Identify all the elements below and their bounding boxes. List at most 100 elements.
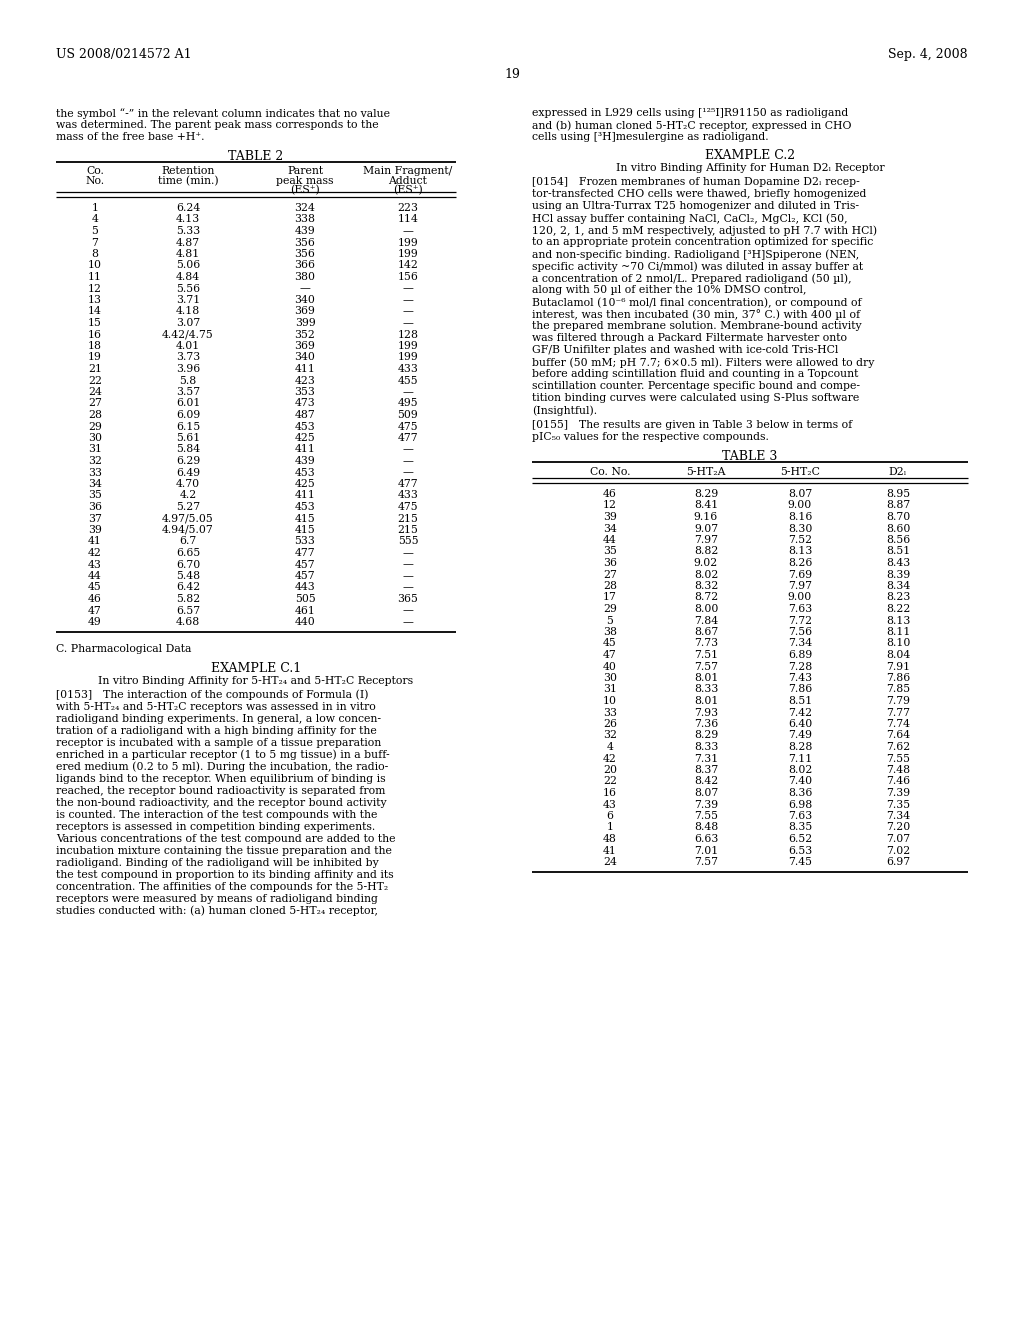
Text: 6.7: 6.7: [179, 536, 197, 546]
Text: 433: 433: [397, 364, 419, 374]
Text: 340: 340: [295, 352, 315, 363]
Text: 7.40: 7.40: [787, 776, 812, 787]
Text: 42: 42: [603, 754, 616, 763]
Text: 6.49: 6.49: [176, 467, 200, 478]
Text: 7.28: 7.28: [787, 661, 812, 672]
Text: In vitro Binding Affinity for Human D2ₗ Receptor: In vitro Binding Affinity for Human D2ₗ …: [615, 162, 885, 173]
Text: peak mass: peak mass: [276, 176, 334, 186]
Text: Butaclamol (10⁻⁶ mol/l final concentration), or compound of: Butaclamol (10⁻⁶ mol/l final concentrati…: [532, 297, 861, 308]
Text: 9.07: 9.07: [694, 524, 718, 533]
Text: 8.82: 8.82: [694, 546, 718, 557]
Text: 27: 27: [603, 569, 616, 579]
Text: 399: 399: [295, 318, 315, 327]
Text: 7.39: 7.39: [886, 788, 910, 799]
Text: 7.77: 7.77: [886, 708, 910, 718]
Text: 475: 475: [397, 502, 419, 512]
Text: —: —: [402, 445, 414, 454]
Text: 4.81: 4.81: [176, 249, 200, 259]
Text: 142: 142: [397, 260, 419, 271]
Text: 29: 29: [88, 421, 102, 432]
Text: 8.33: 8.33: [694, 742, 718, 752]
Text: 5-HT₂C: 5-HT₂C: [780, 467, 820, 477]
Text: 7.91: 7.91: [886, 661, 910, 672]
Text: and non-specific binding. Radioligand [³H]Spiperone (NEN,: and non-specific binding. Radioligand [³…: [532, 249, 859, 260]
Text: 8.56: 8.56: [886, 535, 910, 545]
Text: 8.29: 8.29: [694, 488, 718, 499]
Text: 47: 47: [88, 606, 101, 615]
Text: 41: 41: [88, 536, 102, 546]
Text: —: —: [402, 572, 414, 581]
Text: 4.42/4.75: 4.42/4.75: [162, 330, 214, 339]
Text: GF/B Unifilter plates and washed with ice-cold Tris-HCl: GF/B Unifilter plates and washed with ic…: [532, 345, 839, 355]
Text: before adding scintillation fluid and counting in a Topcount: before adding scintillation fluid and co…: [532, 370, 858, 379]
Text: 4.97/5.05: 4.97/5.05: [162, 513, 214, 524]
Text: 35: 35: [88, 491, 102, 500]
Text: 7.85: 7.85: [886, 685, 910, 694]
Text: 4.13: 4.13: [176, 214, 200, 224]
Text: 369: 369: [295, 306, 315, 317]
Text: 324: 324: [295, 203, 315, 213]
Text: 8.00: 8.00: [694, 605, 718, 614]
Text: 4.18: 4.18: [176, 306, 200, 317]
Text: Retention: Retention: [162, 166, 215, 176]
Text: 8.22: 8.22: [886, 605, 910, 614]
Text: 423: 423: [295, 375, 315, 385]
Text: 38: 38: [603, 627, 617, 638]
Text: 8.51: 8.51: [886, 546, 910, 557]
Text: 9.00: 9.00: [787, 500, 812, 511]
Text: 8.10: 8.10: [886, 639, 910, 648]
Text: 18: 18: [88, 341, 102, 351]
Text: 8.41: 8.41: [694, 500, 718, 511]
Text: 24: 24: [603, 857, 616, 867]
Text: 7.49: 7.49: [788, 730, 812, 741]
Text: 22: 22: [603, 776, 617, 787]
Text: buffer (50 mM; pH 7.7; 6×0.5 ml). Filters were allowed to dry: buffer (50 mM; pH 7.7; 6×0.5 ml). Filter…: [532, 356, 874, 367]
Text: 6.57: 6.57: [176, 606, 200, 615]
Text: 7.01: 7.01: [694, 846, 718, 855]
Text: —: —: [402, 318, 414, 327]
Text: 7.48: 7.48: [886, 766, 910, 775]
Text: 6.63: 6.63: [694, 834, 718, 843]
Text: 8.37: 8.37: [694, 766, 718, 775]
Text: 6.29: 6.29: [176, 455, 200, 466]
Text: 369: 369: [295, 341, 315, 351]
Text: 4.70: 4.70: [176, 479, 200, 488]
Text: —: —: [402, 387, 414, 397]
Text: 415: 415: [295, 525, 315, 535]
Text: 6.52: 6.52: [787, 834, 812, 843]
Text: 411: 411: [295, 491, 315, 500]
Text: 461: 461: [295, 606, 315, 615]
Text: 19: 19: [504, 69, 520, 81]
Text: 5.8: 5.8: [179, 375, 197, 385]
Text: 7.72: 7.72: [787, 615, 812, 626]
Text: 533: 533: [295, 536, 315, 546]
Text: 6.42: 6.42: [176, 582, 200, 593]
Text: 7.34: 7.34: [886, 810, 910, 821]
Text: 42: 42: [88, 548, 102, 558]
Text: receptors were measured by means of radioligand binding: receptors were measured by means of radi…: [56, 894, 378, 903]
Text: 11: 11: [88, 272, 102, 282]
Text: interest, was then incubated (30 min, 37° C.) with 400 µl of: interest, was then incubated (30 min, 37…: [532, 309, 860, 319]
Text: 8.02: 8.02: [694, 569, 718, 579]
Text: 7.02: 7.02: [886, 846, 910, 855]
Text: 215: 215: [397, 513, 419, 524]
Text: scintillation counter. Percentage specific bound and compe-: scintillation counter. Percentage specif…: [532, 381, 860, 391]
Text: 28: 28: [88, 411, 102, 420]
Text: In vitro Binding Affinity for 5-HT₂₄ and 5-HT₂C Receptors: In vitro Binding Affinity for 5-HT₂₄ and…: [98, 676, 414, 686]
Text: 439: 439: [295, 455, 315, 466]
Text: 8.30: 8.30: [787, 524, 812, 533]
Text: 353: 353: [295, 387, 315, 397]
Text: 7.31: 7.31: [694, 754, 718, 763]
Text: 5: 5: [91, 226, 98, 236]
Text: 5.48: 5.48: [176, 572, 200, 581]
Text: 453: 453: [295, 502, 315, 512]
Text: 1: 1: [91, 203, 98, 213]
Text: a concentration of 2 nmol/L. Prepared radioligand (50 µl),: a concentration of 2 nmol/L. Prepared ra…: [532, 273, 852, 284]
Text: Sep. 4, 2008: Sep. 4, 2008: [889, 48, 968, 61]
Text: 5.82: 5.82: [176, 594, 200, 605]
Text: TABLE 3: TABLE 3: [722, 450, 777, 463]
Text: 34: 34: [603, 524, 616, 533]
Text: with 5-HT₂₄ and 5-HT₂C receptors was assessed in in vitro: with 5-HT₂₄ and 5-HT₂C receptors was ass…: [56, 701, 376, 711]
Text: 509: 509: [397, 411, 419, 420]
Text: specific activity ~70 Ci/mmol) was diluted in assay buffer at: specific activity ~70 Ci/mmol) was dilut…: [532, 261, 863, 272]
